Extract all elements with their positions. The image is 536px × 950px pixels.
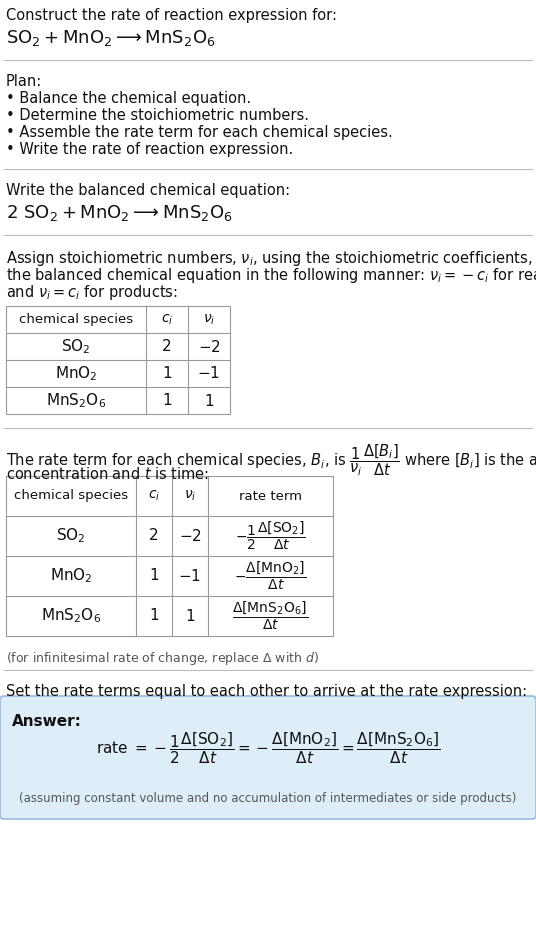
Text: $c_i$: $c_i$	[148, 489, 160, 504]
Text: $\mathrm{MnS_2O_6}$: $\mathrm{MnS_2O_6}$	[46, 391, 106, 409]
Text: Plan:: Plan:	[6, 74, 42, 89]
Text: The rate term for each chemical species, $B_i$, is $\dfrac{1}{\nu_i}\dfrac{\Delt: The rate term for each chemical species,…	[6, 442, 536, 478]
Text: • Determine the stoichiometric numbers.: • Determine the stoichiometric numbers.	[6, 108, 309, 123]
Text: $1$: $1$	[185, 608, 195, 624]
Text: $\dfrac{\Delta[\mathrm{MnS_2O_6}]}{\Delta t}$: $\dfrac{\Delta[\mathrm{MnS_2O_6}]}{\Delt…	[233, 599, 309, 632]
Bar	[6, 476, 333, 636]
Text: the balanced chemical equation in the following manner: $\nu_i = -c_i$ for react: the balanced chemical equation in the fo…	[6, 266, 536, 285]
Text: (for infinitesimal rate of change, replace $\Delta$ with $d$): (for infinitesimal rate of change, repla…	[6, 650, 319, 667]
Text: $\mathrm{2\ SO_2 + MnO_2 \longrightarrow MnS_2O_6}$: $\mathrm{2\ SO_2 + MnO_2 \longrightarrow…	[6, 203, 233, 223]
Text: rate term: rate term	[239, 489, 302, 503]
Text: $\nu_i$: $\nu_i$	[184, 489, 196, 504]
Text: • Assemble the rate term for each chemical species.: • Assemble the rate term for each chemic…	[6, 125, 393, 140]
Text: $1$: $1$	[204, 392, 214, 408]
Text: • Write the rate of reaction expression.: • Write the rate of reaction expression.	[6, 142, 293, 157]
Text: rate $= -\dfrac{1}{2}\dfrac{\Delta[\mathrm{SO_2}]}{\Delta t} = -\dfrac{\Delta[\m: rate $= -\dfrac{1}{2}\dfrac{\Delta[\math…	[96, 730, 440, 766]
Text: $\mathrm{MnO_2}$: $\mathrm{MnO_2}$	[50, 566, 92, 585]
Bar	[6, 306, 230, 414]
Text: $\mathrm{SO_2}$: $\mathrm{SO_2}$	[56, 526, 86, 545]
Text: • Balance the chemical equation.: • Balance the chemical equation.	[6, 91, 251, 106]
Text: Construct the rate of reaction expression for:: Construct the rate of reaction expressio…	[6, 8, 337, 23]
Text: $-2$: $-2$	[178, 528, 202, 544]
Text: Write the balanced chemical equation:: Write the balanced chemical equation:	[6, 183, 290, 198]
Text: $-2$: $-2$	[198, 338, 220, 354]
Text: $\mathrm{SO_2}$: $\mathrm{SO_2}$	[61, 337, 91, 356]
Text: $c_i$: $c_i$	[161, 313, 173, 327]
Text: (assuming constant volume and no accumulation of intermediates or side products): (assuming constant volume and no accumul…	[19, 792, 517, 805]
Text: $\mathrm{SO_2 + MnO_2 \longrightarrow MnS_2O_6}$: $\mathrm{SO_2 + MnO_2 \longrightarrow Mn…	[6, 28, 215, 48]
Text: 2: 2	[162, 339, 172, 354]
Text: concentration and $t$ is time:: concentration and $t$ is time:	[6, 466, 209, 482]
Text: $-\dfrac{1}{2}\dfrac{\Delta[\mathrm{SO_2}]}{\Delta t}$: $-\dfrac{1}{2}\dfrac{\Delta[\mathrm{SO_2…	[235, 520, 306, 552]
Text: $-\dfrac{\Delta[\mathrm{MnO_2}]}{\Delta t}$: $-\dfrac{\Delta[\mathrm{MnO_2}]}{\Delta …	[234, 560, 307, 592]
Text: $\mathrm{MnO_2}$: $\mathrm{MnO_2}$	[55, 364, 98, 383]
Text: $-1$: $-1$	[197, 366, 220, 382]
Text: $\mathrm{MnS_2O_6}$: $\mathrm{MnS_2O_6}$	[41, 607, 101, 625]
Text: Set the rate terms equal to each other to arrive at the rate expression:: Set the rate terms equal to each other t…	[6, 684, 527, 699]
Text: Answer:: Answer:	[12, 714, 82, 729]
Text: and $\nu_i = c_i$ for products:: and $\nu_i = c_i$ for products:	[6, 283, 178, 302]
Text: 1: 1	[149, 609, 159, 623]
Text: $-1$: $-1$	[178, 568, 202, 584]
Text: 1: 1	[162, 393, 172, 408]
Text: 2: 2	[149, 528, 159, 543]
FancyBboxPatch shape	[0, 696, 536, 819]
Text: Assign stoichiometric numbers, $\nu_i$, using the stoichiometric coefficients, $: Assign stoichiometric numbers, $\nu_i$, …	[6, 249, 536, 268]
Text: $\nu_i$: $\nu_i$	[203, 313, 215, 327]
Text: chemical species: chemical species	[14, 489, 128, 503]
Text: 1: 1	[162, 366, 172, 381]
Text: 1: 1	[149, 568, 159, 583]
Text: chemical species: chemical species	[19, 313, 133, 326]
